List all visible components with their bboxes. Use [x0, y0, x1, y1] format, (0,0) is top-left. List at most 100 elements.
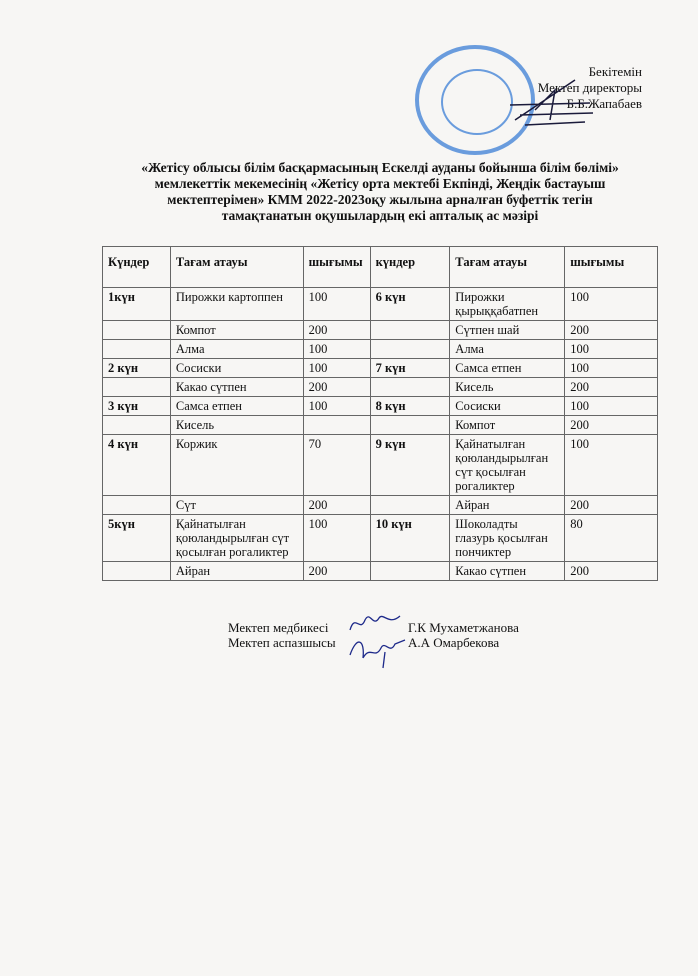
day-cell: 5күн	[102, 514, 171, 562]
day-cell	[369, 320, 451, 340]
table-row: Кисель Компот 200	[102, 415, 658, 435]
dish-cell: Айран	[449, 495, 566, 515]
day-cell: 10 күн	[369, 514, 451, 562]
day-cell	[102, 561, 171, 581]
dish-cell: Қайнатылған қоюландырылған сүт қосылған …	[169, 514, 304, 562]
table-header-row: Күндер Тағам атауы шығымы күндер Тағам атауы…	[102, 246, 658, 288]
dish-cell: Кисель	[449, 377, 566, 397]
portion-cell: 100	[564, 358, 658, 378]
day-cell: 3 күн	[102, 396, 171, 416]
day-cell	[102, 377, 171, 397]
column-header: Тағам атауы	[169, 246, 304, 288]
day-cell	[369, 339, 451, 359]
dish-cell: Какао сүтпен	[169, 377, 304, 397]
portion-cell: 200	[302, 320, 371, 340]
dish-cell: Сосиски	[449, 396, 566, 416]
portion-cell: 200	[302, 561, 371, 581]
table-row: Какао сүтпен 200 Кисель 200	[102, 377, 658, 397]
dish-cell: Пирожки картоппен	[169, 287, 304, 321]
portion-cell: 200	[564, 320, 658, 340]
portion-cell: 70	[302, 434, 371, 496]
column-header: шығымы	[564, 246, 658, 288]
approval-name: Б.Б.Жапабаев	[566, 96, 642, 111]
table-row: Сүт 200 Айран 200	[102, 495, 658, 515]
day-cell: 4 күн	[102, 434, 171, 496]
day-cell: 6 күн	[369, 287, 451, 321]
day-cell: 8 күн	[369, 396, 451, 416]
approval-position: Мектеп директоры	[537, 80, 642, 95]
title-line: тамақтанатын оқушылардың екі апталық ас …	[221, 208, 539, 223]
cook-name: А.А Омарбекова	[408, 635, 500, 650]
dish-cell: Сүтпен шай	[449, 320, 566, 340]
title-line: мектептерімен» КММ 2022-2023оқу жылына а…	[167, 192, 593, 207]
day-cell: 9 күн	[369, 434, 451, 496]
day-cell	[369, 495, 451, 515]
day-cell	[102, 320, 171, 340]
portion-cell: 100	[564, 396, 658, 416]
day-cell	[102, 415, 171, 435]
director-signature	[509, 79, 594, 126]
portion-cell: 100	[302, 358, 371, 378]
portion-cell: 100	[302, 287, 371, 321]
nurse-name: Г.К Мухаметжанова	[408, 620, 519, 635]
column-header: күндер	[369, 246, 451, 288]
dish-cell: Сүт	[169, 495, 304, 515]
official-stamp	[415, 45, 535, 155]
nurse-signature	[349, 615, 401, 631]
portion-cell: 100	[564, 287, 658, 321]
table-row: 2 күн Сосиски 100 7 күн Самса етпен 100	[102, 358, 658, 378]
menu-table: Күндер Тағам атауы шығымы күндер Тағам атауы…	[102, 246, 658, 581]
dish-cell: Компот	[169, 320, 304, 340]
portion-cell: 200	[302, 377, 371, 397]
title-line: мемлекеттік мекемесінің «Жетісу орта мек…	[154, 176, 606, 191]
portion-cell: 200	[564, 561, 658, 581]
dish-cell: Кисель	[169, 415, 304, 435]
portion-cell	[302, 415, 371, 435]
portion-cell: 100	[564, 434, 658, 496]
document-title: «Жетісу облысы білім басқармасының Ескел…	[100, 160, 660, 224]
nurse-role: Мектеп медбикесі	[228, 620, 329, 635]
table-row: 3 күн Самса етпен 100 8 күн Сосиски 100	[102, 396, 658, 416]
day-cell: 7 күн	[369, 358, 451, 378]
dish-cell: Самса етпен	[449, 358, 566, 378]
dish-cell: Компот	[449, 415, 566, 435]
dish-cell: Сосиски	[169, 358, 304, 378]
portion-cell: 100	[564, 339, 658, 359]
portion-cell: 200	[564, 495, 658, 515]
title-line: «Жетісу облысы білім басқармасының Ескел…	[141, 160, 619, 175]
day-cell	[102, 495, 171, 515]
day-cell	[102, 339, 171, 359]
cook-signature	[349, 639, 406, 669]
table-row: Алма 100 Алма 100	[102, 339, 658, 359]
portion-cell: 200	[564, 377, 658, 397]
day-cell	[369, 415, 451, 435]
portion-cell: 100	[302, 396, 371, 416]
dish-cell: Самса етпен	[169, 396, 304, 416]
approval-line: Бекітемін	[588, 64, 642, 79]
portion-cell: 200	[302, 495, 371, 515]
dish-cell: Шоколадты глазурь қосылған пончиктер	[449, 514, 566, 562]
dish-cell: Алма	[169, 339, 304, 359]
day-cell	[369, 561, 451, 581]
table-row: Компот 200 Сүтпен шай 200	[102, 320, 658, 340]
day-cell: 2 күн	[102, 358, 171, 378]
table-row: Айран 200 Какао сүтпен 200	[102, 561, 658, 581]
dish-cell: Айран	[169, 561, 304, 581]
signatures-footer: Мектеп медбикесі Г.К Мухаметжанова Мектеп…	[228, 620, 519, 650]
table-row: 4 күн Коржик 70 9 күн Қайнатылған қоюландыры…	[102, 434, 658, 496]
dish-cell: Какао сүтпен	[449, 561, 566, 581]
column-header: шығымы	[302, 246, 371, 288]
dish-cell: Пирожки қырыққабатпен	[449, 287, 566, 321]
portion-cell: 100	[302, 514, 371, 562]
column-header: Күндер	[102, 246, 171, 288]
day-cell: 1күн	[102, 287, 171, 321]
day-cell	[369, 377, 451, 397]
cook-role: Мектеп аспазшысы	[228, 635, 336, 650]
approval-block: Бекітемін Мектеп директоры Б.Б.Жапабаев	[538, 64, 642, 112]
portion-cell: 200	[564, 415, 658, 435]
portion-cell: 100	[302, 339, 371, 359]
dish-cell: Алма	[449, 339, 566, 359]
table-row: 1күн Пирожки картоппен 100 6 күн Пирожки қыр…	[102, 287, 658, 321]
dish-cell: Қайнатылған қоюландырылған сүт қосылған …	[449, 434, 566, 496]
portion-cell: 80	[564, 514, 658, 562]
